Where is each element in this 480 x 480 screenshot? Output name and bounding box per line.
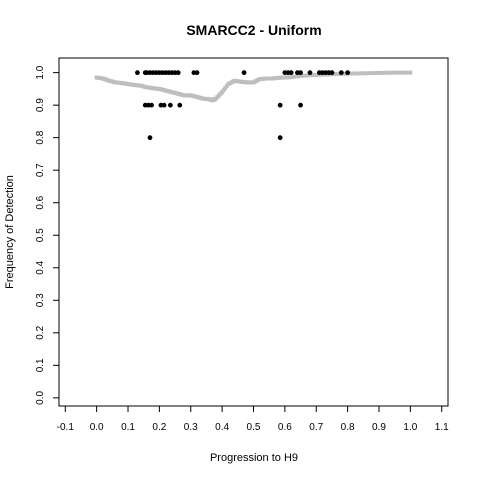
trend-point <box>289 75 294 80</box>
data-point <box>329 70 335 76</box>
trend-point <box>220 90 225 95</box>
x-axis-label: Progression to H9 <box>210 452 298 464</box>
y-tick-label: 0.3 <box>35 293 46 307</box>
trend-point <box>291 74 296 79</box>
trend-point <box>369 71 374 76</box>
trend-point <box>353 71 358 76</box>
x-tick-label: 1.0 <box>403 422 417 433</box>
y-tick-label: 0.9 <box>35 98 46 112</box>
trend-point <box>223 86 228 91</box>
trend-point <box>306 73 311 78</box>
trend-point <box>341 71 346 76</box>
y-tick-label: 0.8 <box>35 130 46 144</box>
data-point <box>194 70 200 76</box>
trend-point <box>408 70 413 75</box>
data-point <box>288 70 294 76</box>
trend-point <box>314 72 319 77</box>
y-tick-label: 0.6 <box>35 195 46 209</box>
trend-point <box>302 73 307 78</box>
data-point <box>167 102 173 108</box>
trend-point <box>392 70 397 75</box>
y-axis: 0.0 0.1 0.2 0.3 0.4 0.5 0.6 0.7 0.8 0.9 1.0 <box>35 65 59 405</box>
x-tick-label: 0.0 <box>90 422 104 433</box>
trend-point <box>376 70 381 75</box>
y-tick-label: 0.0 <box>35 390 46 404</box>
trend-point <box>224 84 229 89</box>
x-tick-label: -0.1 <box>57 422 75 433</box>
data-point <box>307 70 313 76</box>
x-tick-label: 0.3 <box>184 422 198 433</box>
trend-point <box>396 70 401 75</box>
y-axis-label: Frequency of Detection <box>4 175 16 289</box>
x-tick-label: 0.6 <box>278 422 292 433</box>
trend-point <box>357 71 362 76</box>
data-point <box>345 70 351 76</box>
x-tick-label: 0.9 <box>372 422 386 433</box>
trend-point <box>380 70 385 75</box>
points-series <box>135 70 351 141</box>
trend-point <box>310 73 315 78</box>
x-tick-label: 0.8 <box>341 422 355 433</box>
trend-point <box>365 71 370 76</box>
y-tick-label: 0.7 <box>35 163 46 177</box>
data-point <box>149 102 154 108</box>
x-axis: -0.1 0.0 0.1 0.2 0.3 0.4 0.5 0.6 0.7 0.8 0.9 1.0 1.1 <box>57 406 449 433</box>
y-tick-label: 0.2 <box>35 325 46 339</box>
trend-point <box>361 71 366 76</box>
y-tick-label: 0.5 <box>35 228 46 242</box>
trend-point <box>373 71 378 76</box>
data-point <box>338 70 344 76</box>
trend-point <box>404 70 409 75</box>
data-point <box>147 135 153 141</box>
y-tick-label: 0.1 <box>35 358 46 372</box>
x-tick-label: 0.7 <box>309 422 323 433</box>
trend-point <box>349 71 354 76</box>
data-point <box>241 70 247 76</box>
x-tick-label: 0.5 <box>247 422 261 433</box>
y-tick-label: 1.0 <box>35 65 46 79</box>
trend-point <box>333 72 338 77</box>
x-tick-label: 0.1 <box>121 422 135 433</box>
data-point <box>177 102 183 108</box>
data-point <box>175 70 181 76</box>
chart-title: SMARCC2 - Uniform <box>186 22 321 38</box>
data-point <box>161 102 167 108</box>
trend-point <box>400 70 405 75</box>
data-point <box>298 102 303 108</box>
trend-point <box>298 73 303 78</box>
trend-series <box>94 70 413 103</box>
data-point <box>277 135 283 141</box>
x-tick-label: 0.2 <box>152 422 166 433</box>
trend-point <box>293 74 298 79</box>
data-point <box>277 102 283 108</box>
trend-point <box>296 74 301 79</box>
trend-point <box>384 70 389 75</box>
trend-point <box>221 88 226 93</box>
x-tick-label: 1.1 <box>435 422 449 433</box>
data-point <box>298 70 303 76</box>
x-tick-label: 0.4 <box>215 422 229 433</box>
trend-point <box>388 70 393 75</box>
data-point <box>135 70 140 76</box>
trend-point <box>322 72 327 77</box>
y-tick-label: 0.4 <box>35 260 46 274</box>
